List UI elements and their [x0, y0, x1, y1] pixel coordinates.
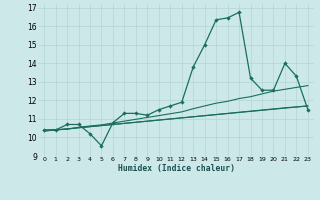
X-axis label: Humidex (Indice chaleur): Humidex (Indice chaleur) [117, 164, 235, 173]
